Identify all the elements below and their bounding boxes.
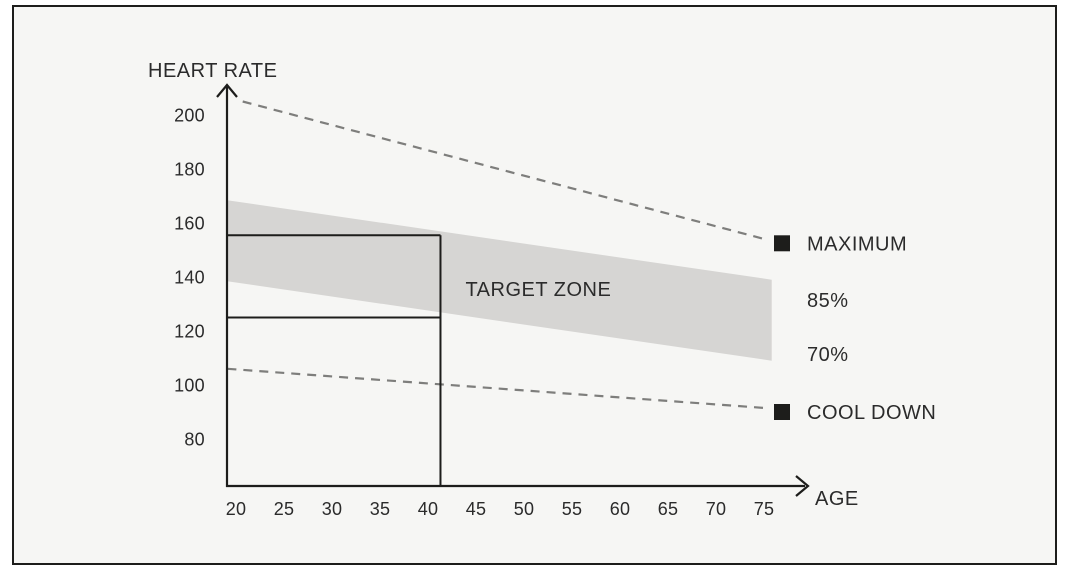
right-label-maximum: MAXIMUM: [807, 233, 907, 255]
y-axis-arrowhead: [216, 83, 238, 98]
x-tick-30: 30: [322, 499, 343, 519]
y-tick-160: 160: [174, 214, 205, 234]
y-tick-100: 100: [174, 376, 205, 396]
x-tick-45: 45: [466, 499, 487, 519]
x-tick-20: 20: [226, 499, 247, 519]
right-label-cool-down: COOL DOWN: [807, 402, 936, 424]
x-tick-65: 65: [658, 499, 679, 519]
legend-marker-cool-down: [774, 404, 790, 420]
y-tick-80: 80: [184, 430, 205, 450]
y-axis-title: HEART RATE: [148, 60, 277, 82]
y-tick-140: 140: [174, 268, 205, 288]
y-tick-200: 200: [174, 106, 205, 126]
x-tick-55: 55: [562, 499, 583, 519]
y-tick-120: 120: [174, 322, 205, 342]
x-tick-40: 40: [418, 499, 439, 519]
x-tick-50: 50: [514, 499, 535, 519]
right-label-85: 85%: [807, 290, 849, 312]
series-line-maximum: [242, 100, 766, 241]
x-axis-title: AGE: [815, 488, 859, 510]
x-tick-60: 60: [610, 499, 631, 519]
y-tick-180: 180: [174, 160, 205, 180]
target-zone-label: TARGET ZONE: [465, 279, 611, 301]
x-axis-arrowhead: [795, 475, 810, 497]
x-tick-35: 35: [370, 499, 391, 519]
right-label-70: 70%: [807, 344, 849, 366]
legend-marker-maximum: [774, 235, 790, 252]
x-tick-75: 75: [754, 499, 775, 519]
x-tick-25: 25: [274, 499, 295, 519]
series-line-cool-down: [227, 367, 766, 410]
target-zone-band: [226, 200, 772, 361]
x-tick-70: 70: [706, 499, 727, 519]
